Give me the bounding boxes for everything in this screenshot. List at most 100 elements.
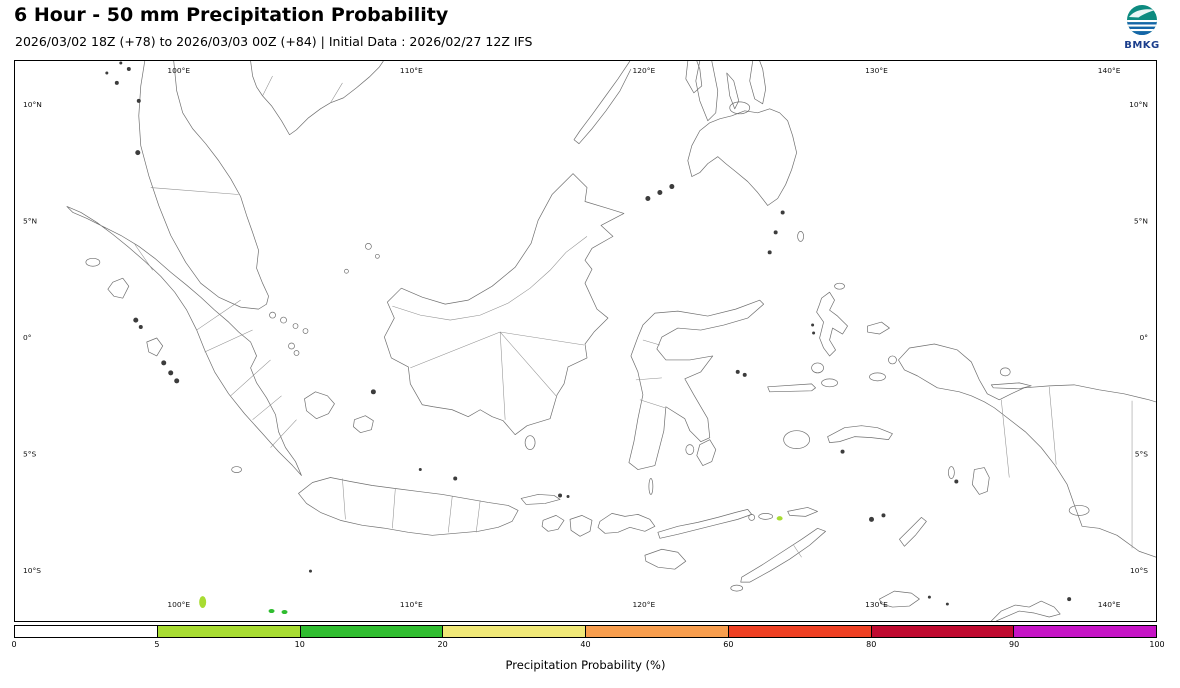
lat-tick-right-4: 10°S (1130, 566, 1148, 575)
borneo-coastline (384, 173, 625, 436)
colorbar-segment-90-100 (1014, 626, 1156, 637)
bmkg-logo-text: BMKG (1124, 40, 1160, 51)
obi-island (821, 378, 838, 388)
colorbar (14, 625, 1157, 638)
colorbar-ticks: 0 5 10 20 40 60 80 90 100 (11, 640, 1164, 652)
java-coastline (298, 477, 519, 536)
java-province-borders (342, 478, 481, 533)
lon-tick-bottom-3: 130°E (865, 600, 888, 609)
lon-tick-top-0: 100°E (167, 66, 190, 75)
melville-island (879, 590, 920, 608)
simeulue-island (85, 257, 101, 267)
leyte-island (749, 61, 767, 105)
colorbar-tick-20: 20 (437, 640, 448, 649)
colorbar-segment-80-90 (871, 626, 1015, 637)
natuna-island (375, 253, 380, 259)
colorbar-tick-80: 80 (866, 640, 877, 649)
bohol-island (729, 101, 751, 115)
rote-island (730, 584, 744, 592)
bmkg-logo: BMKG (1118, 3, 1166, 51)
lon-tick-top-4: 140°E (1098, 66, 1121, 75)
belitung-island (353, 415, 374, 434)
aru-islands (971, 467, 990, 495)
admin-borders-group (134, 75, 1133, 558)
precip-area-5-10% (199, 596, 207, 609)
indochina-borders (262, 75, 343, 103)
axis-tick-labels-group: 100°E 100°E 110°E 110°E 120°E 120°E 130°E 130°E… (23, 66, 1148, 609)
bacan-island (811, 362, 824, 374)
indochina-coastline (250, 61, 384, 136)
flores-island (657, 509, 753, 539)
mindanao-coastline (687, 108, 797, 206)
coastlines-group (66, 61, 1156, 621)
lon-tick-bottom-4: 140°E (1098, 600, 1121, 609)
lombok-island (569, 515, 593, 537)
wetar-island (787, 507, 818, 517)
bangka-island (304, 391, 335, 420)
pantar-island (748, 514, 756, 521)
colorbar-segment-20-40 (443, 626, 586, 637)
muna-island (685, 444, 695, 455)
talaud-island (797, 231, 804, 242)
precip-area-5-10% (776, 516, 783, 521)
lingga-island (293, 350, 300, 356)
yapen-island (990, 382, 1032, 390)
bmkg-logo-icon (1127, 5, 1157, 35)
colorbar-label: Precipitation Probability (%) (505, 658, 666, 672)
riau-island (269, 311, 276, 319)
lon-tick-bottom-2: 120°E (633, 600, 656, 609)
timor-island (740, 527, 826, 583)
lat-tick-left-1: 5°N (23, 216, 37, 225)
alor-island (758, 513, 774, 520)
enggano-island (231, 466, 242, 473)
misool-island (869, 372, 886, 382)
precip-area-10-20% (268, 609, 275, 614)
cebu-island (726, 72, 740, 110)
thailand-border (150, 187, 239, 195)
colorbar-segment-60-80 (728, 626, 872, 637)
kalimantan-province-borders (410, 331, 585, 420)
forecast-period-subtitle: 2026/03/02 18Z (+78) to 2026/03/03 00Z (… (15, 34, 533, 49)
lat-tick-right-0: 10°N (1129, 100, 1148, 109)
lon-tick-bottom-1: 110°E (400, 600, 423, 609)
palawan-island (573, 61, 632, 145)
lat-tick-right-2: 0° (1140, 333, 1149, 342)
page-title: 6 Hour - 50 mm Precipitation Probability (14, 4, 449, 26)
colorbar-tick-10: 10 (294, 640, 305, 649)
salawati-island (888, 355, 897, 365)
siberut-island (146, 337, 164, 357)
indonesia-coastline-map: 100°E 100°E 110°E 110°E 120°E 120°E 130°E 130°E… (23, 61, 1156, 621)
australia-north-coast (991, 600, 1061, 621)
laut-island (524, 435, 536, 450)
halmahera-island (816, 291, 848, 357)
lon-tick-top-3: 130°E (865, 66, 888, 75)
lat-tick-left-4: 10°S (23, 566, 41, 575)
colorbar-tick-40: 40 (580, 640, 591, 649)
malay-peninsula-coastline (138, 61, 269, 310)
sumatra-coastline (66, 206, 302, 476)
colorbar-tick-60: 60 (723, 640, 734, 649)
tanimbar-islands (899, 517, 927, 547)
sumatra-province-borders (134, 244, 297, 448)
lat-tick-left-2: 0° (23, 333, 32, 342)
sulawesi-province-borders (635, 339, 665, 409)
selayar-island (648, 478, 654, 495)
buton-island (696, 439, 717, 466)
panay-island (685, 61, 703, 94)
kai-islands (948, 466, 955, 479)
riau-island (302, 328, 309, 334)
sumba-island (644, 548, 687, 570)
lat-tick-left-3: 5°S (23, 450, 36, 459)
colorbar-segment-10-20 (300, 626, 444, 637)
madura-island (520, 494, 561, 505)
colorbar-tick-0: 0 (11, 640, 17, 649)
lat-tick-left-0: 10°N (23, 100, 42, 109)
colorbar-tick-5: 5 (154, 640, 160, 649)
colorbar-tick-100: 100 (1149, 640, 1165, 649)
bali-island (541, 515, 565, 532)
anambas-island (344, 268, 349, 274)
map-frame: 100°E 100°E 110°E 110°E 120°E 120°E 130°E 130°E… (14, 60, 1157, 622)
waigeo-island (867, 321, 890, 335)
riau-island (280, 316, 287, 324)
papua-province-borders (1000, 386, 1057, 478)
